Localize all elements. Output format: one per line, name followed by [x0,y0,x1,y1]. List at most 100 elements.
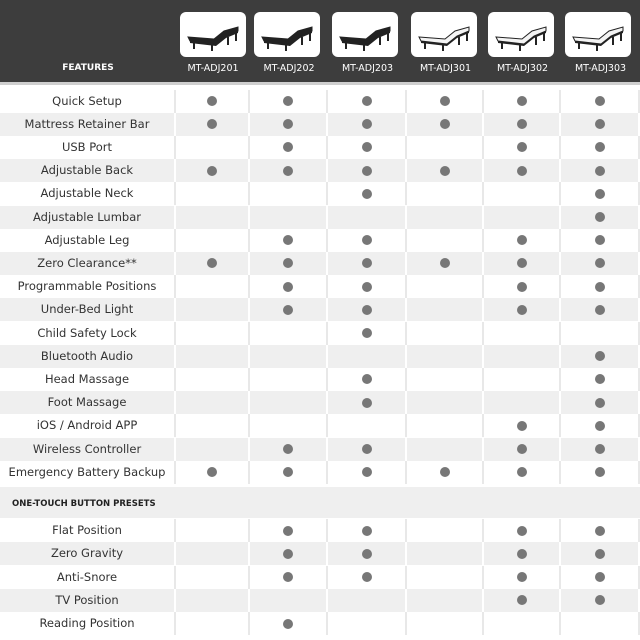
feature-cell [407,437,484,461]
model-column-header: MT-ADJ303 [561,0,640,82]
feature-cell [176,182,250,206]
feature-cell [484,135,561,160]
feature-cell [250,205,328,229]
feature-cell [328,519,407,543]
feature-cell [176,367,250,392]
table-row: Reading Position [0,612,640,636]
feature-label: Zero Clearance** [0,251,176,276]
included-dot-icon [361,467,372,478]
feature-cell [328,612,407,636]
feature-label: Child Safety Lock [0,321,176,345]
feature-cell [407,588,484,613]
included-dot-icon [361,397,372,408]
model-column-header: MT-ADJ302 [484,0,561,82]
feature-cell [250,321,328,345]
feature-cell [407,159,484,183]
included-dot-icon [283,548,293,559]
included-dot-icon [594,374,605,385]
feature-cell [561,298,640,322]
included-dot-icon [594,281,605,292]
feature-cell [328,298,407,322]
feature-cell [407,460,484,484]
included-dot-icon [207,119,217,130]
included-dot-icon [361,374,372,385]
table-row: TV Position [0,588,640,613]
feature-cell [484,344,561,368]
feature-cell [561,321,640,345]
included-dot-icon [516,304,527,315]
included-dot-icon [516,96,527,107]
feature-cell [561,391,640,415]
feature-cell [407,565,484,589]
included-dot-icon [361,444,372,455]
feature-cell [250,89,328,113]
included-dot-icon [439,119,450,130]
feature-cell [561,159,640,183]
feature-cell [561,519,640,543]
included-dot-icon [283,572,293,583]
feature-cell [561,89,640,113]
feature-cell [328,367,407,392]
feature-cell [407,112,484,136]
included-dot-icon [283,618,293,629]
table-row: Adjustable Leg [0,228,640,252]
feature-cell [484,112,561,136]
included-dot-icon [361,258,372,269]
included-dot-icon [516,467,527,478]
included-dot-icon [283,165,293,176]
included-dot-icon [594,235,605,246]
feature-cell [407,182,484,206]
feature-cell [484,565,561,589]
feature-cell [561,565,640,589]
included-dot-icon [594,444,605,455]
included-dot-icon [516,525,527,536]
feature-cell [484,588,561,613]
bed-image [254,12,320,57]
feature-cell [407,205,484,229]
model-name: MT-ADJ201 [187,63,239,74]
bed-image [565,12,631,57]
feature-cell [407,414,484,438]
feature-cell [561,275,640,299]
table-row: Flat Position [0,519,640,543]
feature-cell [176,205,250,229]
included-dot-icon [516,119,527,130]
feature-cell [561,612,640,636]
feature-label: TV Position [0,588,176,613]
bed-image [411,12,477,57]
feature-cell [484,391,561,415]
feature-label: Wireless Controller [0,437,176,461]
included-dot-icon [594,420,605,431]
table-row: Anti-Snore [0,565,640,589]
table-row: Quick Setup [0,89,640,113]
feature-cell [328,112,407,136]
feature-cell [176,228,250,252]
included-dot-icon [594,142,605,153]
table-row: Zero Clearance** [0,251,640,276]
feature-cell [484,251,561,276]
table-row: Emergency Battery Backup [0,460,640,484]
feature-cell [328,414,407,438]
feature-cell [407,542,484,566]
feature-cell [250,275,328,299]
presets-section-header: ONE-TOUCH BUTTON PRESETS [0,487,640,518]
feature-cell [250,344,328,368]
feature-label: Adjustable Back [0,159,176,183]
included-dot-icon [283,142,293,153]
feature-cell [328,542,407,566]
included-dot-icon [439,258,450,269]
feature-cell [561,228,640,252]
feature-label: Mattress Retainer Bar [0,112,176,136]
feature-cell [484,414,561,438]
feature-label: Quick Setup [0,89,176,113]
feature-cell [561,135,640,160]
feature-cell [561,588,640,613]
included-dot-icon [516,420,527,431]
feature-cell [407,367,484,392]
included-dot-icon [361,328,372,339]
feature-cell [561,437,640,461]
included-dot-icon [439,165,450,176]
feature-cell [328,89,407,113]
included-dot-icon [594,397,605,408]
feature-cell [407,89,484,113]
